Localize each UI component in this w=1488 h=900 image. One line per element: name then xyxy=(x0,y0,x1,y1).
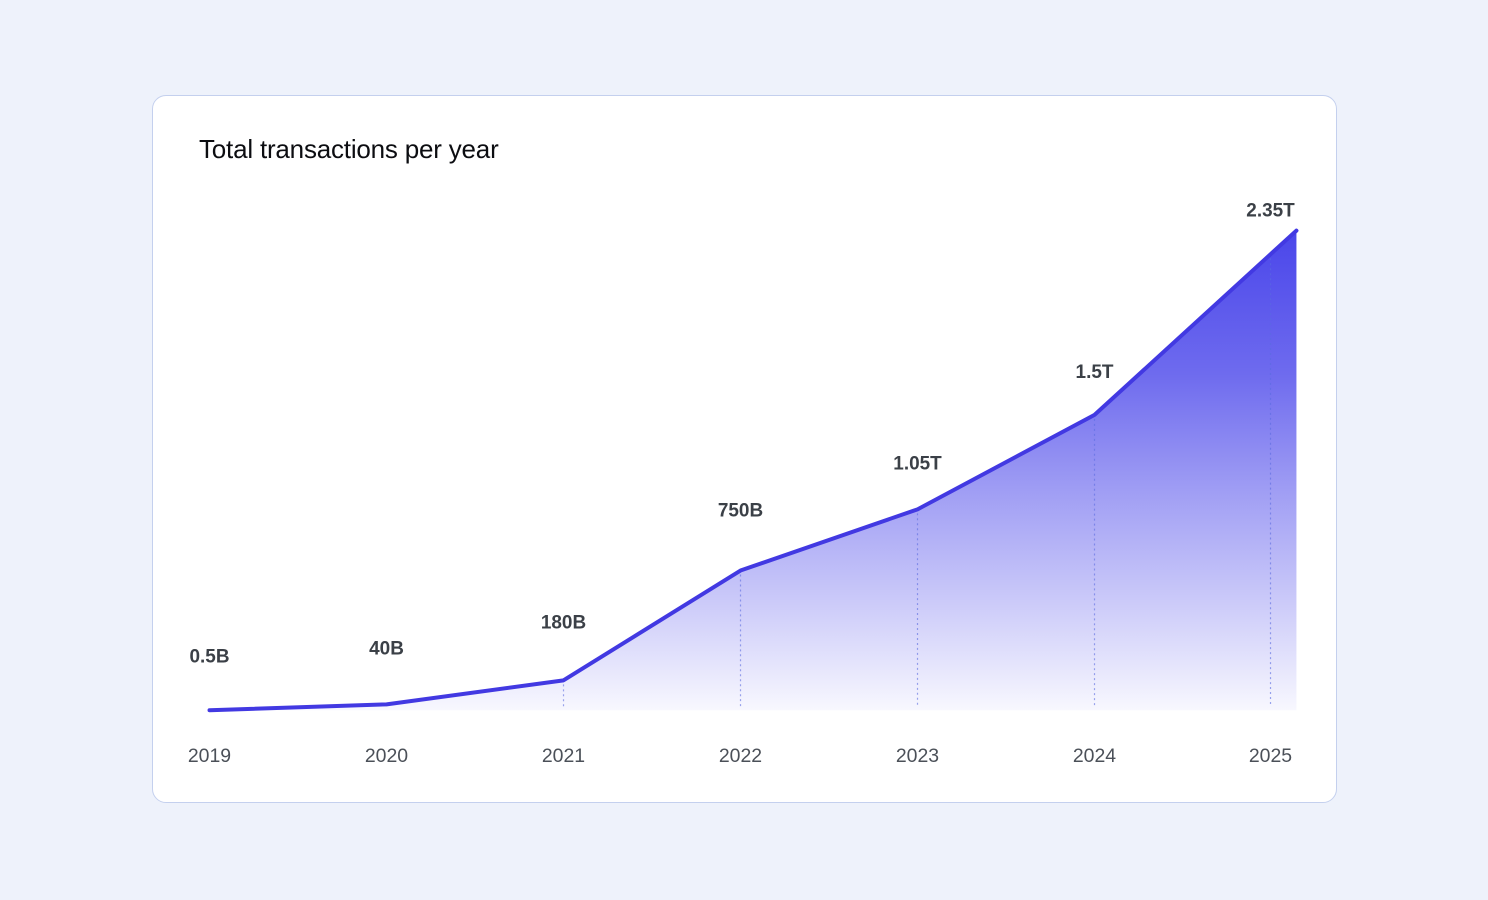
x-tick-2020: 2020 xyxy=(365,745,408,767)
area-fill xyxy=(209,230,1297,711)
value-label-2021: 180B xyxy=(541,612,586,633)
value-label-2025: 2.35T xyxy=(1246,201,1295,222)
chart-title: Total transactions per year xyxy=(199,134,499,164)
trend-line xyxy=(207,228,1299,713)
value-label-2022: 750B xyxy=(718,501,763,522)
x-tick-2025: 2025 xyxy=(1249,745,1292,767)
x-tick-2021: 2021 xyxy=(542,745,585,767)
value-label-2024: 1.5T xyxy=(1076,362,1114,383)
transactions-area-chart: 0.5B 40B 180B 750B 1.05T 1.5T 2.35T 2019 2020 202… xyxy=(188,201,1299,767)
value-label-2023: 1.05T xyxy=(893,453,942,474)
value-label-2020: 40B xyxy=(369,639,404,660)
value-label-2019: 0.5B xyxy=(190,646,230,667)
chart-card: Total transactions per year 0.5B 40B 180B 7… xyxy=(152,95,1337,803)
x-tick-2022: 2022 xyxy=(719,745,762,767)
x-tick-2023: 2023 xyxy=(896,745,939,767)
x-tick-2024: 2024 xyxy=(1073,745,1116,767)
x-tick-2019: 2019 xyxy=(188,745,231,767)
